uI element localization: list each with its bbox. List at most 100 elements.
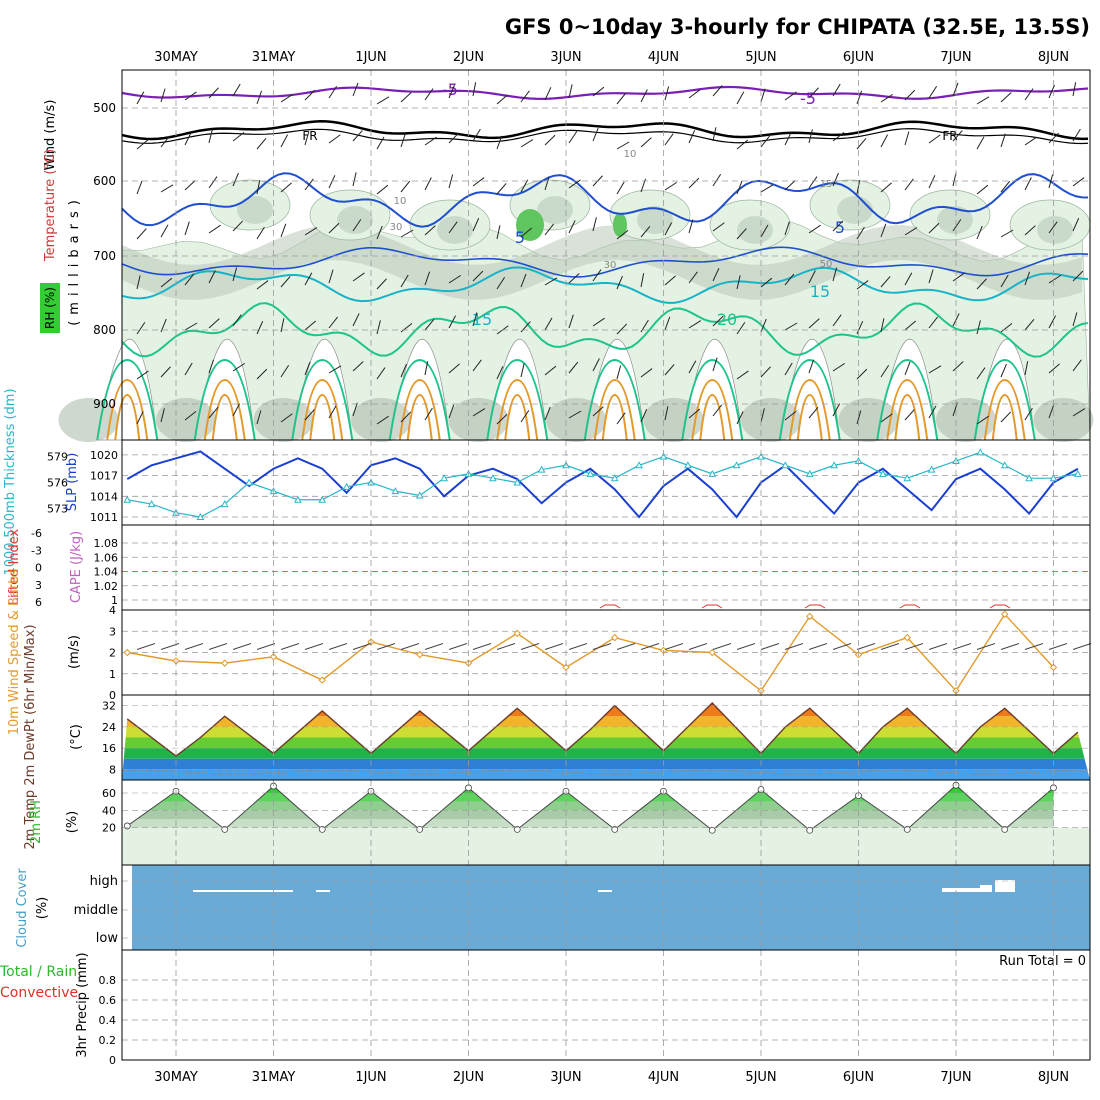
date-label-top: 30MAY (154, 50, 198, 65)
wind-barb (736, 139, 749, 150)
wind-barb (976, 278, 987, 290)
wind-barb (1000, 92, 1012, 103)
wind-barb (208, 224, 221, 234)
date-label-top: 5JUN (745, 50, 776, 65)
wind-barb (568, 314, 574, 329)
slp-tick-label: 1020 (90, 449, 118, 462)
wind10-barb (1048, 643, 1068, 650)
wind-barb (280, 318, 285, 333)
wind-barb (832, 220, 844, 232)
high-cloud-patch (193, 890, 293, 892)
wind-barb (616, 141, 630, 150)
temp-contour-diurnal (301, 378, 344, 441)
wind-barb (136, 275, 141, 290)
precip-tick-label: 0 (109, 1054, 116, 1067)
wind-barb (616, 181, 625, 195)
wind-barb (280, 413, 293, 423)
wind-barb (256, 410, 262, 425)
wind-barb (472, 82, 477, 97)
wind-barb (1000, 133, 1006, 148)
high-cloud-patch (942, 888, 992, 892)
wind-barb (136, 91, 145, 105)
wind-barb (784, 362, 793, 376)
wind-barb (664, 222, 673, 236)
wind-barb (208, 270, 216, 284)
wind-barb (616, 229, 629, 240)
thickness-point (196, 512, 205, 520)
wind-barb (616, 275, 623, 290)
temp-contour-diurnal (778, 358, 841, 441)
date-label-top: 1JUN (355, 50, 386, 65)
wind-barb (880, 93, 894, 103)
wind-barb (928, 405, 937, 419)
temp-contour-diurnal (796, 393, 823, 441)
wind-barb (1000, 411, 1012, 423)
wind-barb (568, 220, 576, 234)
wind-barb (496, 183, 507, 195)
wind-barb (232, 172, 239, 187)
rh-dark-patch (1033, 398, 1094, 442)
wind-barb (1072, 177, 1085, 187)
rh2m-unit: (%) (65, 811, 80, 834)
wind-barb (688, 360, 697, 374)
wind-barb (448, 221, 458, 234)
rh2m-band (127, 801, 1054, 811)
label-temperature: Temperature (°C) (43, 149, 58, 262)
wind10-barb (448, 643, 468, 650)
thickness-point (1025, 474, 1033, 482)
rh2m-point (806, 826, 814, 834)
wind-barb (1048, 84, 1055, 99)
wind-barb (664, 316, 671, 331)
wind-barb (592, 406, 604, 417)
li-tick-label: 0 (35, 562, 42, 575)
high-cloud-patch (980, 885, 992, 891)
wind-barb (568, 410, 582, 419)
wind-barb (184, 180, 196, 191)
wind-barb (352, 313, 360, 327)
thickness-point (903, 474, 912, 482)
wind-barb (280, 364, 290, 378)
wind-barb (760, 277, 773, 288)
temp-contour-diurnal (691, 378, 734, 441)
wind-barb (592, 217, 597, 232)
wind-barb (304, 89, 316, 101)
wind-barb (808, 359, 815, 374)
wind-barb (568, 273, 580, 284)
rh2m-point (903, 826, 911, 833)
wind-barb (784, 180, 796, 191)
cape-tick-label: 1.02 (94, 580, 119, 593)
temp-contour-diurnal (876, 358, 939, 441)
wind-barb (904, 320, 917, 331)
wind-barb (712, 127, 717, 142)
label-rh: RH (%) (43, 287, 57, 329)
wind-barb (328, 175, 336, 189)
wind-barb (712, 404, 723, 417)
temp-contour-diurnal (406, 393, 433, 441)
wind-barb (160, 135, 171, 148)
wind10-barb (208, 643, 228, 650)
wind-barb (208, 87, 219, 99)
wind10-barb (832, 643, 852, 650)
wind-barb (568, 361, 579, 374)
wind10-tick-label: 4 (109, 604, 116, 617)
cape-tick-label: 1.04 (94, 566, 119, 579)
wind10-tick-label: 1 (109, 668, 116, 681)
temp-contour-diurnal (291, 358, 354, 441)
wind10-barb (808, 643, 828, 650)
thickness-point (757, 452, 765, 460)
slp-tick-label: 1011 (90, 511, 118, 524)
wind-barb (448, 315, 457, 329)
wind10-barb (496, 643, 516, 650)
wind-barb (808, 318, 820, 329)
pressure-tick-label: 800 (93, 323, 116, 337)
label-cloud-cover: Cloud Cover (15, 868, 30, 948)
wind-barb (400, 92, 412, 103)
li-tick-label: -6 (31, 527, 42, 540)
wind-barb (280, 223, 287, 238)
rh-blob-dark (937, 206, 973, 234)
wind-barb (184, 273, 195, 286)
wind-barb (544, 87, 552, 101)
wind-barb (328, 316, 339, 329)
wind-barb (520, 179, 529, 193)
wind-barb (808, 406, 819, 419)
